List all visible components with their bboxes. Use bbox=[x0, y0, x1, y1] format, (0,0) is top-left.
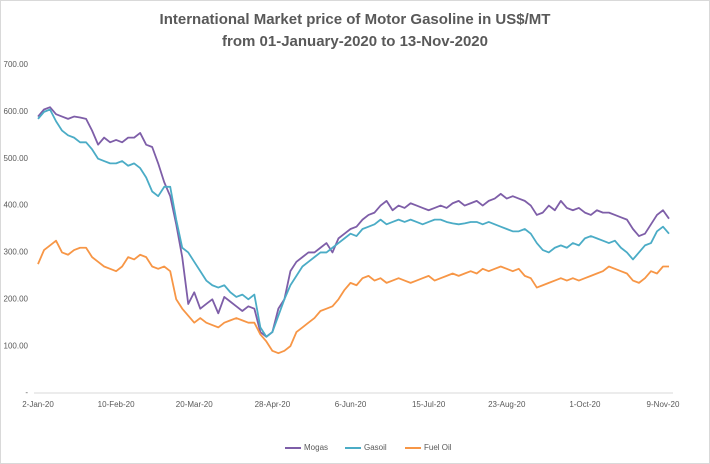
y-tick-label: 700.00 bbox=[4, 60, 29, 69]
x-tick-label: 2-Jan-20 bbox=[22, 400, 54, 409]
x-tick-label: 9-Nov-20 bbox=[647, 400, 680, 409]
legend-label: Gasoil bbox=[364, 443, 387, 452]
y-tick-label: 300.00 bbox=[4, 248, 29, 257]
line-series bbox=[37, 106, 670, 338]
line-series bbox=[37, 239, 670, 355]
x-tick-label: 28-Apr-20 bbox=[255, 400, 291, 409]
y-tick-label: 100.00 bbox=[4, 341, 29, 350]
x-tick-label: 6-Jun-20 bbox=[335, 400, 367, 409]
x-tick-label: 15-Jul-20 bbox=[412, 400, 446, 409]
x-tick-label: 23-Aug-20 bbox=[488, 400, 526, 409]
legend-label: Fuel Oil bbox=[424, 443, 452, 452]
chart-title: from 01-January-2020 to 13-Nov-2020 bbox=[222, 33, 488, 50]
x-tick-label: 10-Feb-20 bbox=[98, 400, 135, 409]
y-tick-label: 600.00 bbox=[4, 107, 29, 116]
line-series bbox=[37, 108, 670, 338]
y-tick-label: - bbox=[25, 388, 28, 397]
y-tick-label: 500.00 bbox=[4, 154, 29, 163]
legend-label: Mogas bbox=[304, 443, 328, 452]
y-tick-label: 400.00 bbox=[4, 201, 29, 210]
x-tick-label: 1-Oct-20 bbox=[569, 400, 601, 409]
x-tick-label: 20-Mar-20 bbox=[176, 400, 213, 409]
chart-title: International Market price of Motor Gaso… bbox=[160, 11, 551, 28]
y-tick-label: 200.00 bbox=[4, 294, 29, 303]
